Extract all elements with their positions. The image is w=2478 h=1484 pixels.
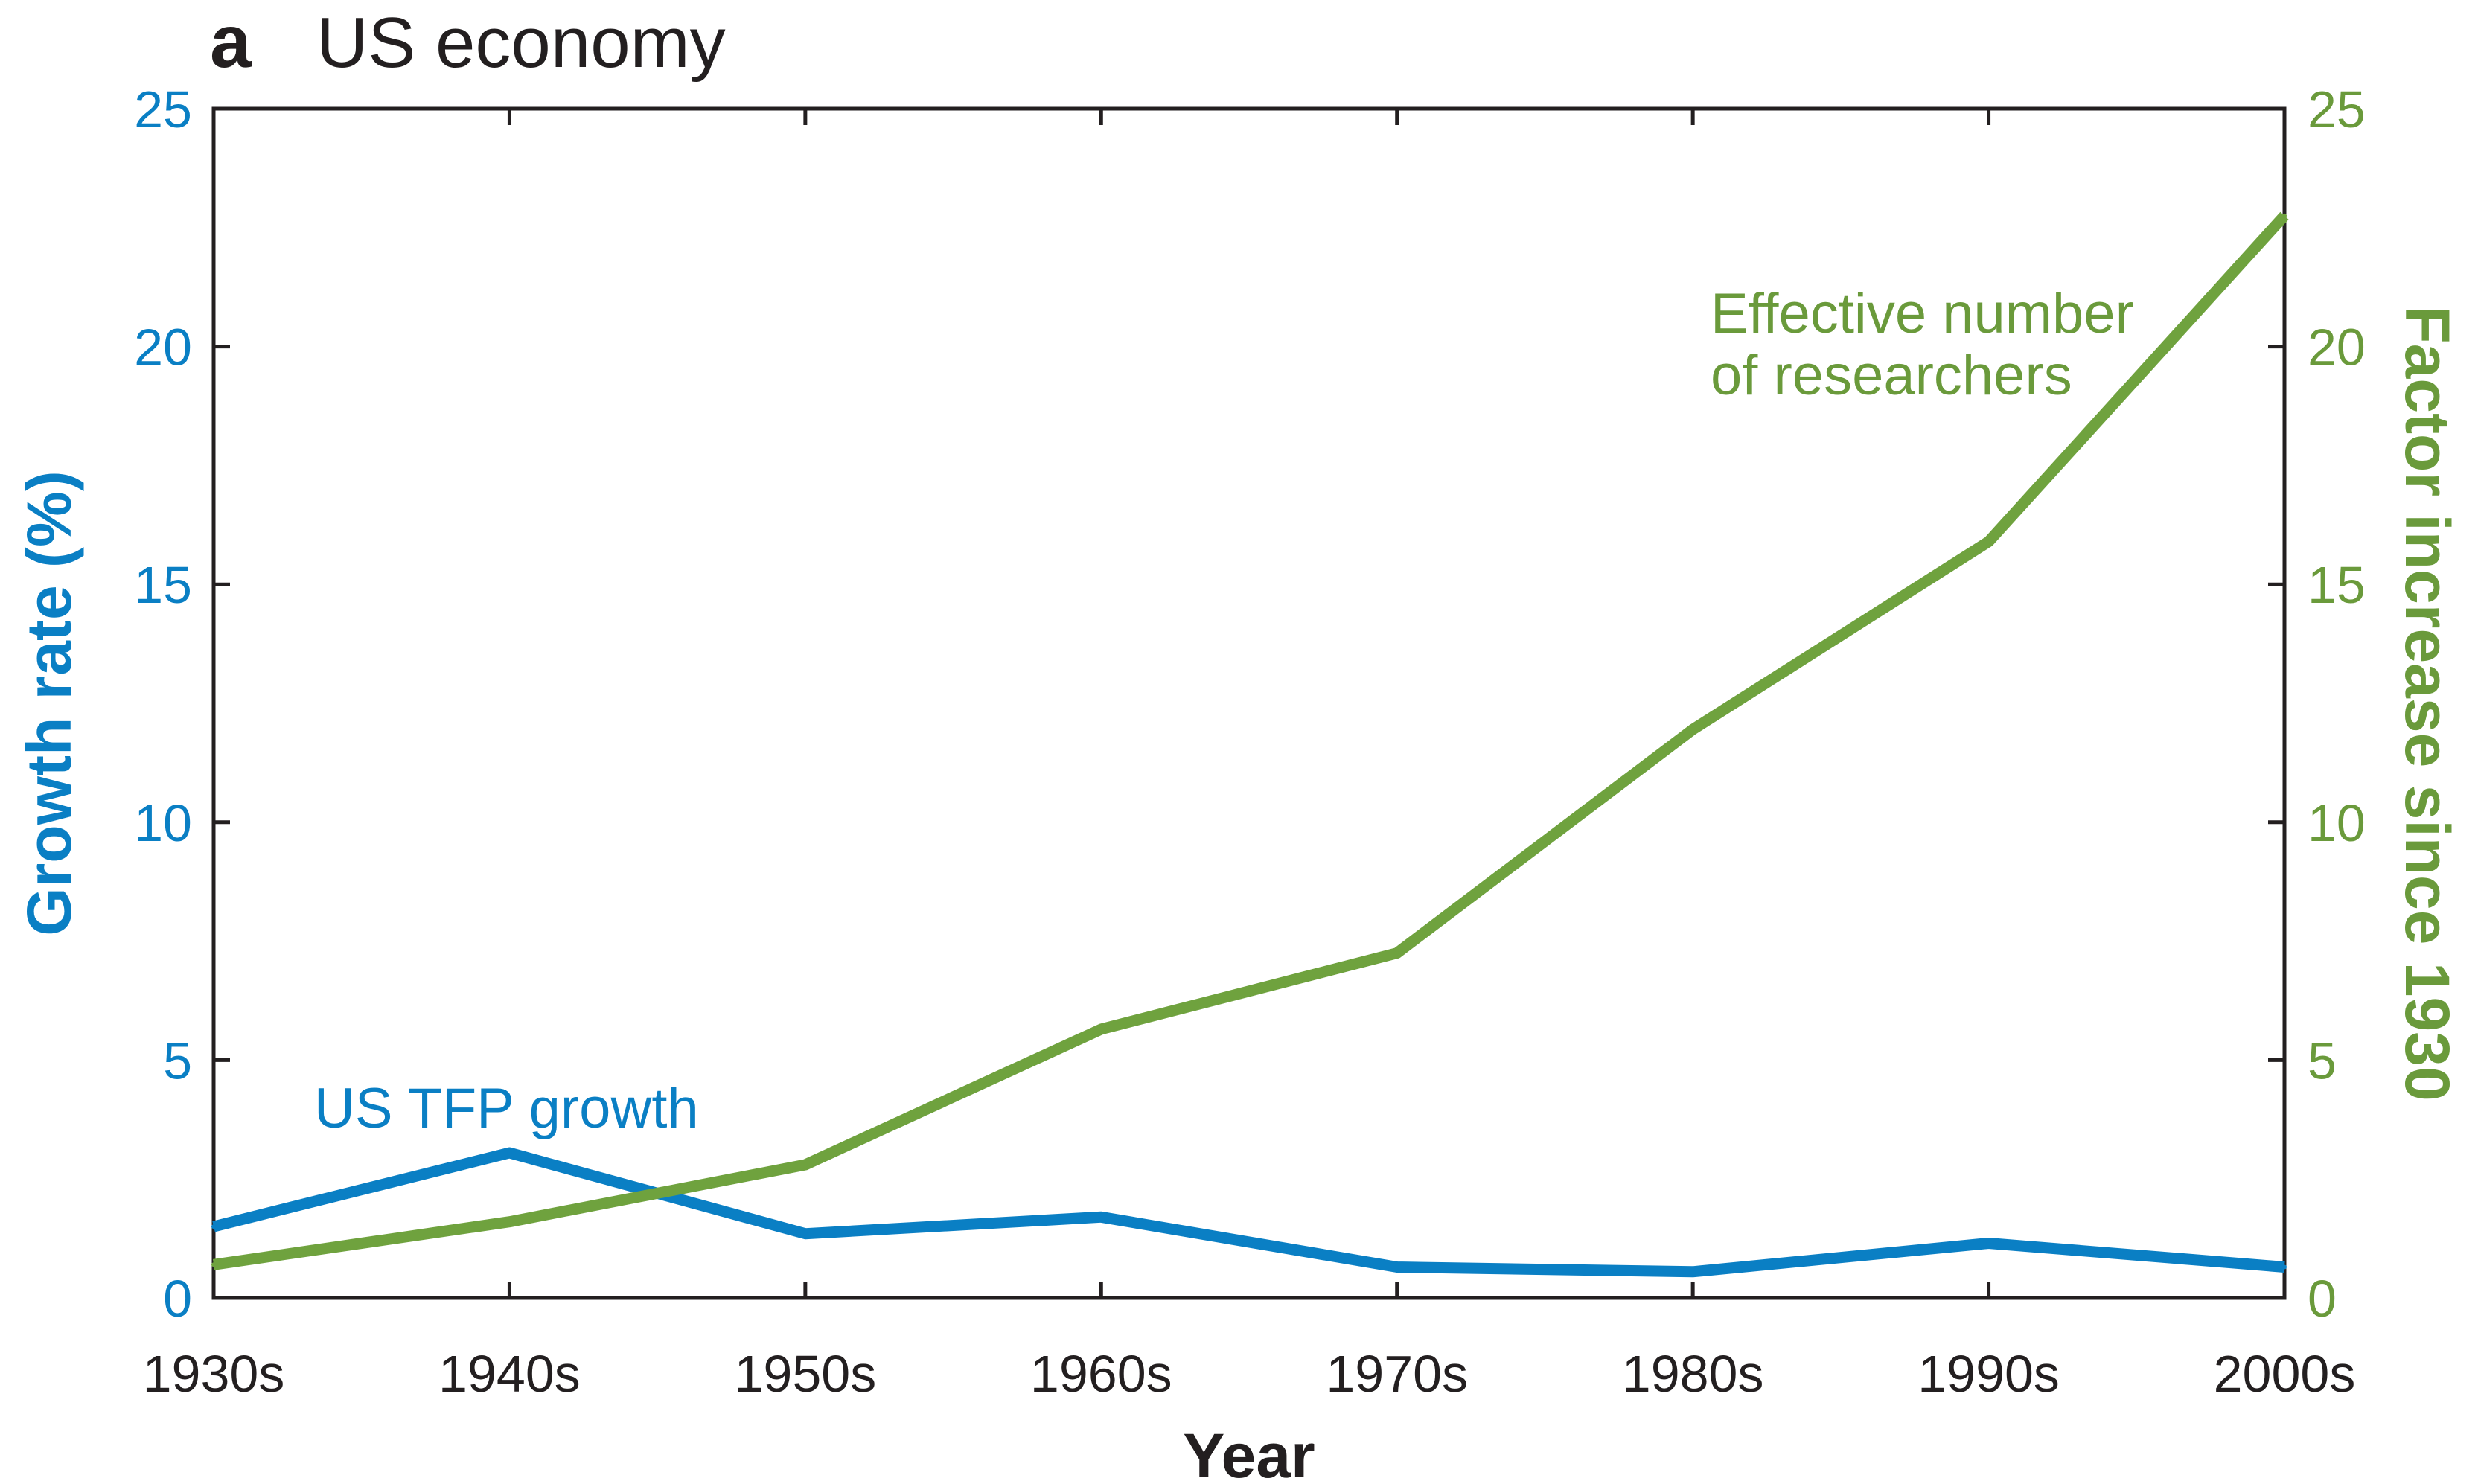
right-y-tick-label: 0 (2308, 1270, 2337, 1328)
x-tick-label: 2000s (2214, 1345, 2356, 1403)
researchers-series-label-line1: Effective number (1711, 282, 2134, 345)
right-y-axis-ticks: 0 5 10 15 20 25 (2268, 80, 2366, 1328)
effective-researchers-line-point (1099, 1026, 1104, 1032)
effective-researchers-line (212, 211, 2289, 1270)
left-y-tick-label: 0 (163, 1270, 192, 1328)
x-tick-label: 1990s (1917, 1345, 2060, 1403)
left-y-tick-label: 20 (134, 319, 192, 377)
tfp-growth-line-point (2282, 1264, 2287, 1270)
right-y-tick-label: 20 (2308, 319, 2366, 377)
tfp-growth-line-point (1099, 1215, 1104, 1220)
left-y-axis-ticks: 0 5 10 15 20 25 (134, 80, 230, 1328)
tfp-growth-line (212, 1147, 2285, 1278)
tfp-growth-line-point (507, 1151, 512, 1156)
x-tick-label: 1960s (1030, 1345, 1172, 1403)
right-y-axis-title: Factor increase since 1930 (2392, 305, 2462, 1101)
right-y-tick-label: 5 (2308, 1032, 2337, 1090)
tfp-growth-line-point (1394, 1264, 1399, 1270)
tfp-growth-line-point (1986, 1241, 1991, 1246)
chart-title: US economy (316, 3, 726, 83)
left-y-tick-label: 5 (163, 1032, 192, 1090)
effective-researchers-line-point (1986, 539, 1991, 544)
effective-researchers-line-point (507, 1219, 512, 1224)
tfp-growth-line-point (802, 1231, 808, 1236)
tfp-growth-line-point (1690, 1269, 1696, 1274)
x-axis-ticks: 1930s 1940s 1950s 1960s 1970s 1980s 1990s 2000s (143, 109, 2356, 1403)
x-axis-title: Year (1183, 1421, 1315, 1484)
x-tick-label: 1950s (734, 1345, 876, 1403)
left-y-tick-label: 10 (134, 794, 192, 852)
effective-researchers-line-point (211, 1262, 216, 1267)
researchers-series-label-line2: of researchers (1711, 344, 2072, 407)
right-y-tick-label: 25 (2308, 80, 2366, 138)
panel-letter: a (210, 0, 252, 83)
right-y-tick-label: 10 (2308, 794, 2366, 852)
series-layer (211, 211, 2289, 1278)
tfp-series-label: US TFP growth (314, 1077, 699, 1140)
right-y-tick-label: 15 (2308, 556, 2366, 614)
effective-researchers-line-point (1690, 727, 1696, 732)
plot-frame (211, 106, 2287, 1300)
x-tick-label: 1980s (1622, 1345, 1764, 1403)
effective-researchers-line-point (802, 1162, 808, 1168)
effective-researchers-line-point (1394, 950, 1399, 956)
left-y-tick-label: 15 (134, 556, 192, 614)
tfp-growth-line-point (211, 1224, 216, 1229)
left-y-axis-title: Growth rate (%) (14, 470, 84, 936)
x-tick-label: 1940s (438, 1345, 581, 1403)
effective-researchers-line-point (2282, 213, 2287, 218)
x-tick-label: 1930s (143, 1345, 285, 1403)
left-y-tick-label: 25 (134, 80, 192, 138)
x-tick-label: 1970s (1326, 1345, 1468, 1403)
